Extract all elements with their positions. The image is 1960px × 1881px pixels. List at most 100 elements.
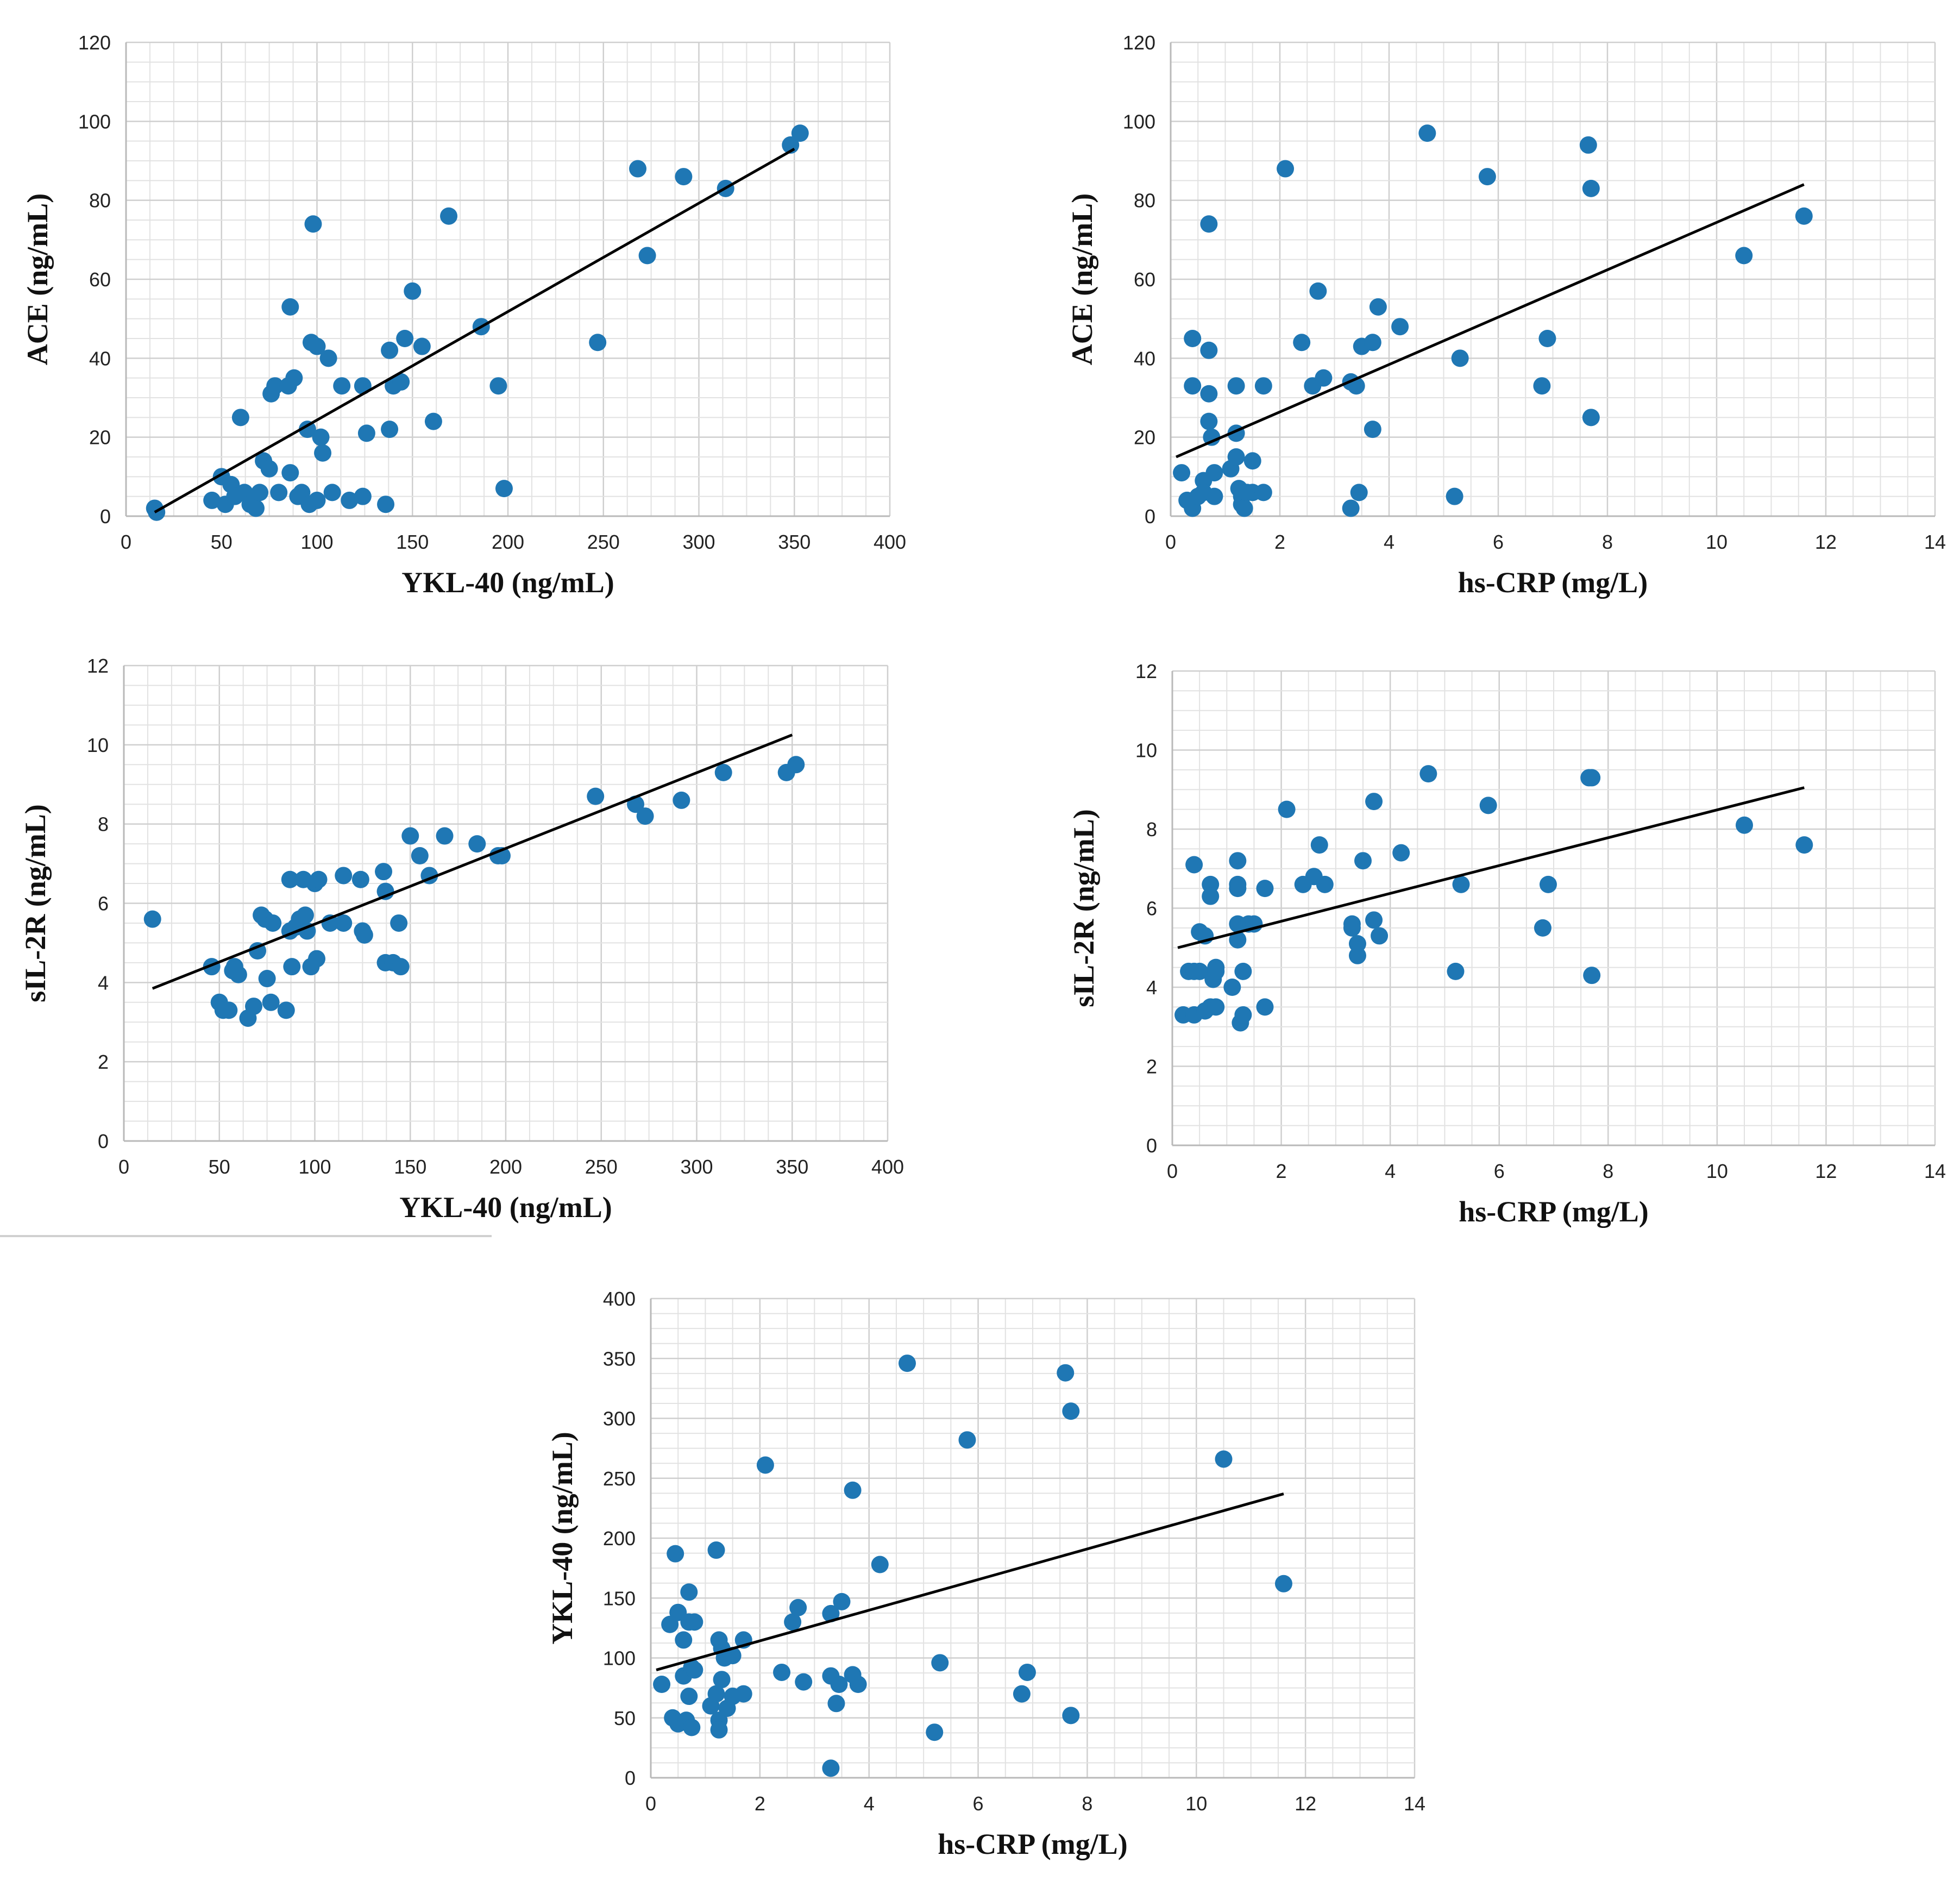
y-tick-label: 150	[603, 1587, 636, 1609]
data-point	[1350, 484, 1368, 501]
y-tick-label: 8	[1146, 818, 1157, 841]
y-tick-label: 120	[1123, 32, 1155, 54]
data-point	[791, 124, 809, 142]
data-point	[1538, 330, 1556, 347]
x-tick-label: 14	[1404, 1792, 1425, 1815]
data-point	[849, 1676, 867, 1694]
data-point	[411, 847, 429, 864]
data-point	[392, 373, 410, 391]
data-point	[308, 337, 326, 355]
x-tick-label: 8	[1082, 1792, 1092, 1815]
data-point	[1478, 168, 1496, 186]
data-point	[1795, 836, 1813, 854]
x-axis-title: hs-CRP (mg/L)	[1458, 566, 1648, 599]
data-point	[822, 1759, 840, 1777]
y-tick-label: 100	[1123, 110, 1155, 133]
x-tick-label: 10	[1706, 1160, 1728, 1182]
gridlines	[650, 1297, 1416, 1779]
data-point	[844, 1481, 862, 1499]
data-point	[245, 998, 263, 1015]
x-tick-labels: 0 2 4 6 8 10 12 14	[645, 1792, 1425, 1815]
data-point	[1583, 769, 1601, 787]
data-point	[1184, 377, 1202, 395]
y-tick-label: 4	[98, 971, 109, 994]
y-tick-label: 8	[98, 813, 109, 836]
x-axis-title: hs-CRP (mg/L)	[1459, 1195, 1649, 1228]
y-tick-labels: 0 20 40 60 80 100 120	[78, 32, 111, 528]
data-point	[283, 958, 301, 976]
chart-hscrp-vs-sil2r: 0 2 4 6 8 10 12 14 0 2 4 6 8 10 12 hs-CRP (mg/L) sIL-…	[1067, 660, 1946, 1228]
data-point	[1348, 935, 1366, 952]
data-point	[1062, 1707, 1080, 1725]
data-point	[1582, 409, 1600, 427]
data-point	[1205, 487, 1223, 505]
x-tick-label: 2	[1274, 531, 1285, 553]
data-point	[323, 484, 341, 501]
data-point	[281, 464, 299, 482]
data-point	[1207, 962, 1225, 980]
y-tick-label: 0	[100, 505, 111, 528]
data-point	[1277, 160, 1295, 178]
x-tick-label: 2	[755, 1792, 765, 1815]
data-point	[314, 444, 332, 462]
data-point	[629, 160, 647, 178]
data-point	[296, 906, 314, 924]
x-tick-label: 300	[682, 531, 715, 553]
gridlines	[1171, 670, 1936, 1146]
y-tick-labels: 0 2 4 6 8 10 12	[87, 655, 109, 1152]
data-point	[231, 409, 249, 427]
data-point	[636, 807, 654, 825]
y-tick-label: 250	[603, 1468, 636, 1490]
data-point	[375, 863, 393, 881]
data-point	[436, 827, 454, 845]
y-tick-label: 0	[98, 1130, 109, 1152]
data-point	[381, 341, 399, 359]
y-tick-label: 80	[89, 190, 111, 212]
x-tick-label: 14	[1924, 531, 1946, 553]
data-point	[260, 460, 278, 478]
data-point	[377, 496, 395, 513]
y-tick-label: 4	[1146, 976, 1157, 999]
x-tick-label: 0	[1165, 531, 1176, 553]
y-tick-label: 50	[614, 1707, 636, 1729]
data-point	[795, 1673, 813, 1691]
data-point	[308, 950, 326, 968]
data-points	[653, 1355, 1292, 1777]
data-point	[351, 870, 369, 888]
x-tick-labels: 0 2 4 6 8 10 12 14	[1167, 1160, 1946, 1182]
data-point	[931, 1654, 949, 1672]
y-tick-label: 120	[78, 32, 111, 54]
axes	[123, 666, 888, 1142]
data-point	[355, 926, 373, 944]
data-point	[1446, 487, 1463, 505]
data-point	[229, 965, 247, 983]
data-point	[312, 428, 330, 446]
y-tick-label: 2	[1146, 1056, 1157, 1078]
x-tick-label: 14	[1924, 1160, 1946, 1182]
x-tick-label: 0	[121, 531, 131, 553]
data-point	[1364, 334, 1381, 352]
data-point	[1254, 377, 1272, 395]
data-point	[1392, 844, 1410, 862]
x-tick-label: 10	[1706, 531, 1727, 553]
data-point	[1200, 385, 1218, 403]
data-point	[1205, 464, 1223, 482]
data-point	[1274, 1575, 1292, 1592]
chart-ykl40-vs-ace: 0 50 100 150 200 250 300 350 400 0 20 40 60 80 100 120…	[21, 32, 906, 599]
data-point	[1227, 448, 1245, 466]
data-point	[262, 993, 280, 1011]
data-point	[710, 1721, 728, 1739]
x-tick-label: 8	[1603, 1160, 1613, 1182]
x-tick-label: 12	[1815, 531, 1837, 553]
data-point	[773, 1663, 791, 1681]
axes	[1171, 671, 1935, 1146]
x-tick-label: 10	[1185, 1792, 1207, 1815]
data-point	[489, 377, 507, 395]
data-point	[1736, 816, 1753, 834]
y-tick-label: 350	[603, 1347, 636, 1370]
x-tick-label: 6	[973, 1792, 984, 1815]
data-point	[1735, 247, 1753, 265]
data-point	[1539, 875, 1557, 893]
data-point	[1579, 136, 1597, 154]
x-tick-label: 8	[1602, 531, 1613, 553]
